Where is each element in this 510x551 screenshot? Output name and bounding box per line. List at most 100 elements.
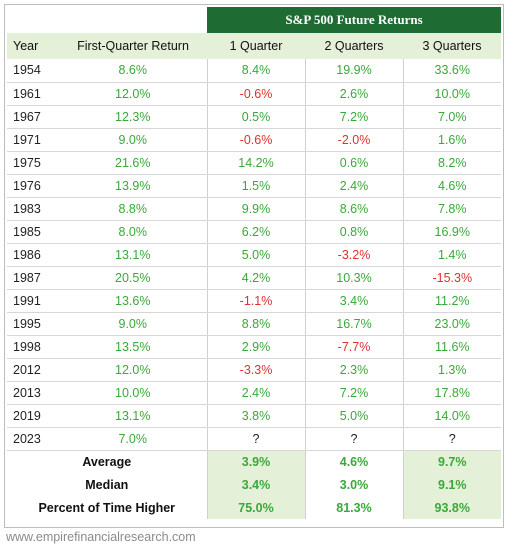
year-cell: 1986 — [7, 243, 59, 267]
table-frame — [4, 4, 504, 528]
header-row: Year First-Quarter Return 1 Quarter 2 Qu… — [7, 33, 502, 59]
table-row: 1967 12.3% 0.5% 7.2% 7.0% — [7, 105, 502, 129]
table-row: 1991 13.6% -1.1% 3.4% 11.2% — [7, 289, 502, 313]
two-quarters-cell: -2.0% — [304, 128, 403, 152]
first-quarter-return-cell: 7.0% — [59, 427, 207, 451]
year-cell: 1961 — [7, 82, 59, 106]
first-quarter-return-cell: 13.9% — [59, 174, 207, 198]
table-row: 2012 12.0% -3.3% 2.3% 1.3% — [7, 358, 502, 382]
two-quarters-cell: 7.2% — [304, 381, 403, 405]
first-quarter-return-cell: 20.5% — [59, 266, 207, 290]
three-quarters-cell: 4.6% — [402, 174, 502, 198]
year-cell: 1987 — [7, 266, 59, 290]
banner-row: S&P 500 Future Returns — [7, 7, 502, 33]
two-quarters-cell: 2.6% — [304, 82, 403, 106]
summary-row: Median 3.4% 3.0% 9.1% — [7, 473, 502, 496]
one-quarter-cell: -1.1% — [206, 289, 305, 313]
table-row: 1986 13.1% 5.0% -3.2% 1.4% — [7, 243, 502, 267]
year-cell: 1975 — [7, 151, 59, 175]
first-quarter-return-cell: 9.0% — [59, 312, 207, 336]
first-quarter-return-cell: 12.0% — [59, 82, 207, 106]
three-quarters-cell: 1.4% — [402, 243, 502, 267]
summary-row: Percent of Time Higher 75.0% 81.3% 93.8% — [7, 496, 502, 519]
three-quarters-cell: -15.3% — [402, 266, 502, 290]
year-cell: 2012 — [7, 358, 59, 382]
year-cell: 1971 — [7, 128, 59, 152]
one-quarter-cell: 14.2% — [206, 151, 305, 175]
website-footer: www.empirefinancialresearch.com — [6, 530, 196, 544]
one-quarter-cell: 1.5% — [206, 174, 305, 198]
summary-one-quarter-cell: 3.4% — [206, 473, 305, 496]
two-quarters-cell: 16.7% — [304, 312, 403, 336]
three-quarters-cell: 7.8% — [402, 197, 502, 221]
two-quarters-cell: 2.3% — [304, 358, 403, 382]
table-row: 1975 21.6% 14.2% 0.6% 8.2% — [7, 151, 502, 175]
one-quarter-cell: ? — [206, 427, 305, 451]
one-quarter-cell: -0.6% — [206, 82, 305, 106]
one-quarter-cell: -0.6% — [206, 128, 305, 152]
year-cell: 1995 — [7, 312, 59, 336]
three-quarters-cell: 23.0% — [402, 312, 502, 336]
three-quarters-cell: 17.8% — [402, 381, 502, 405]
header-1-quarter: 1 Quarter — [207, 33, 305, 59]
summary-three-quarters-cell: 9.1% — [402, 473, 502, 496]
one-quarter-cell: 3.8% — [206, 404, 305, 428]
summary-label: Percent of Time Higher — [38, 500, 176, 515]
one-quarter-cell: 2.4% — [206, 381, 305, 405]
table-row: 1995 9.0% 8.8% 16.7% 23.0% — [7, 312, 502, 336]
summary-three-quarters-cell: 93.8% — [402, 496, 502, 519]
banner-spacer — [7, 7, 207, 33]
one-quarter-cell: -3.3% — [206, 358, 305, 382]
year-cell: 1985 — [7, 220, 59, 244]
table-row: 2023 7.0%??? — [7, 427, 502, 451]
three-quarters-cell: 11.6% — [402, 335, 502, 359]
table-row: 1987 20.5% 4.2% 10.3% -15.3% — [7, 266, 502, 290]
year-cell: 1967 — [7, 105, 59, 129]
table-row: 1961 12.0% -0.6% 2.6% 10.0% — [7, 82, 502, 106]
one-quarter-cell: 8.8% — [206, 312, 305, 336]
two-quarters-cell: -7.7% — [304, 335, 403, 359]
header-3-quarters: 3 Quarters — [403, 33, 502, 59]
year-cell: 1983 — [7, 197, 59, 221]
first-quarter-return-cell: 21.6% — [59, 151, 207, 175]
three-quarters-cell: 14.0% — [402, 404, 502, 428]
table-row: 1971 9.0% -0.6% -2.0% 1.6% — [7, 128, 502, 152]
year-cell: 2019 — [7, 404, 59, 428]
one-quarter-cell: 8.4% — [206, 59, 305, 83]
first-quarter-return-cell: 8.6% — [59, 59, 207, 83]
header-first-quarter-return: First-Quarter Return — [59, 33, 207, 59]
two-quarters-cell: 5.0% — [304, 404, 403, 428]
three-quarters-cell: 1.6% — [402, 128, 502, 152]
summary-label: Median — [85, 477, 129, 492]
one-quarter-cell: 5.0% — [206, 243, 305, 267]
summary-two-quarters-cell: 4.6% — [304, 449, 403, 473]
year-cell: 2013 — [7, 381, 59, 405]
one-quarter-cell: 0.5% — [206, 105, 305, 129]
three-quarters-cell: 33.6% — [402, 59, 502, 83]
two-quarters-cell: 0.6% — [304, 151, 403, 175]
two-quarters-cell: ? — [304, 427, 403, 451]
table-row: 2013 10.0% 2.4% 7.2% 17.8% — [7, 381, 502, 405]
table-row: 1998 13.5% 2.9% -7.7% 11.6% — [7, 335, 502, 359]
first-quarter-return-cell: 10.0% — [59, 381, 207, 405]
summary-two-quarters-cell: 3.0% — [304, 473, 403, 496]
first-quarter-return-cell: 13.5% — [59, 335, 207, 359]
year-cell: 1991 — [7, 289, 59, 313]
header-year: Year — [7, 33, 59, 59]
first-quarter-return-cell: 13.6% — [59, 289, 207, 313]
table-row: 1983 8.8% 9.9% 8.6% 7.8% — [7, 197, 502, 221]
three-quarters-cell: 11.2% — [402, 289, 502, 313]
first-quarter-return-cell: 13.1% — [59, 404, 207, 428]
year-cell: 2023 — [7, 427, 59, 451]
returns-table: S&P 500 Future Returns Year First-Quarte… — [7, 7, 502, 519]
first-quarter-return-cell: 9.0% — [59, 128, 207, 152]
table-row: 1976 13.9% 1.5% 2.4% 4.6% — [7, 174, 502, 198]
first-quarter-return-cell: 13.1% — [59, 243, 207, 267]
table-row: 1954 8.6% 8.4% 19.9% 33.6% — [7, 59, 502, 83]
one-quarter-cell: 4.2% — [206, 266, 305, 290]
header-2-quarters: 2 Quarters — [305, 33, 403, 59]
two-quarters-cell: 2.4% — [304, 174, 403, 198]
three-quarters-cell: 10.0% — [402, 82, 502, 106]
two-quarters-cell: 19.9% — [304, 59, 403, 83]
three-quarters-cell: 7.0% — [402, 105, 502, 129]
